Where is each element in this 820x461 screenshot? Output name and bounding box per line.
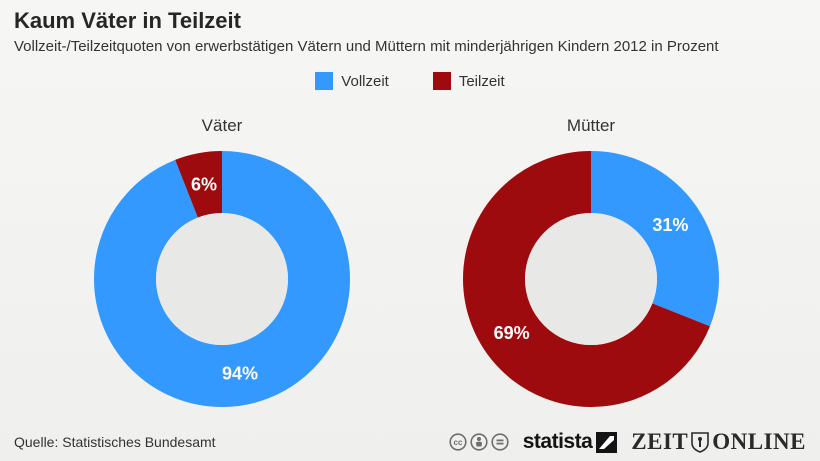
donut-svg: 31% 69% [463,151,719,407]
legend-item-vollzeit: Vollzeit [315,72,389,90]
chart-title-muetter: Mütter [566,116,616,135]
cc-license-icons: cc [449,433,509,451]
donut-slice-teilzeit [463,151,719,407]
slice-value-label: 31% [652,215,688,235]
zeit-wordmark: ZEIT [631,429,689,454]
cc-icon: cc [449,433,467,451]
slice-value-label: 94% [222,363,258,383]
slice-value-label: 6% [191,175,217,195]
legend-label-teilzeit: Teilzeit [458,72,505,90]
cc-by-icon [470,433,488,451]
teilzeit-swatch-icon [432,72,451,90]
slice-value-label: 69% [494,323,530,343]
page-title: Kaum Väter in Teilzeit [14,8,241,33]
statista-logo: statista [523,430,618,454]
zeit-online-logo: ZEIT ONLINE [631,429,806,455]
page-subtitle: Vollzeit-/Teilzeitquoten von erwerbstäti… [14,38,719,56]
vollzeit-swatch-icon [315,72,334,90]
legend-label-vollzeit: Vollzeit [341,72,389,90]
source-text: Quelle: Statistisches Bundesamt [14,434,216,450]
footer-logos: cc statista [449,429,806,455]
legend-item-teilzeit: Teilzeit [432,72,505,90]
footer: Quelle: Statistisches Bundesamt cc [14,429,806,455]
donut-hole [525,213,657,345]
chart-title-vaeter: Väter [201,116,243,135]
donut-vaeter: 94% 6% [87,144,357,414]
legend: Vollzeit Teilzeit [0,72,820,90]
statista-wordmark: statista [522,430,593,453]
donut-slice-teilzeit [94,151,350,407]
donut-muetter: 31% 69% [456,144,726,414]
cc-nd-icon [491,433,509,451]
statista-mark-icon [596,431,618,453]
zeit-crest-icon [691,432,710,453]
donut-svg: 94% 6% [94,151,350,407]
donut-hole [156,213,288,345]
online-wordmark: ONLINE [712,429,806,454]
donut-chart-vaeter: Väter 94% 6% [72,114,372,414]
header: Kaum Väter in Teilzeit Vollzeit-/Teilzei… [14,8,810,57]
svg-text:cc: cc [453,438,462,447]
donut-chart-muetter: Mütter 31% 69% [441,114,741,414]
